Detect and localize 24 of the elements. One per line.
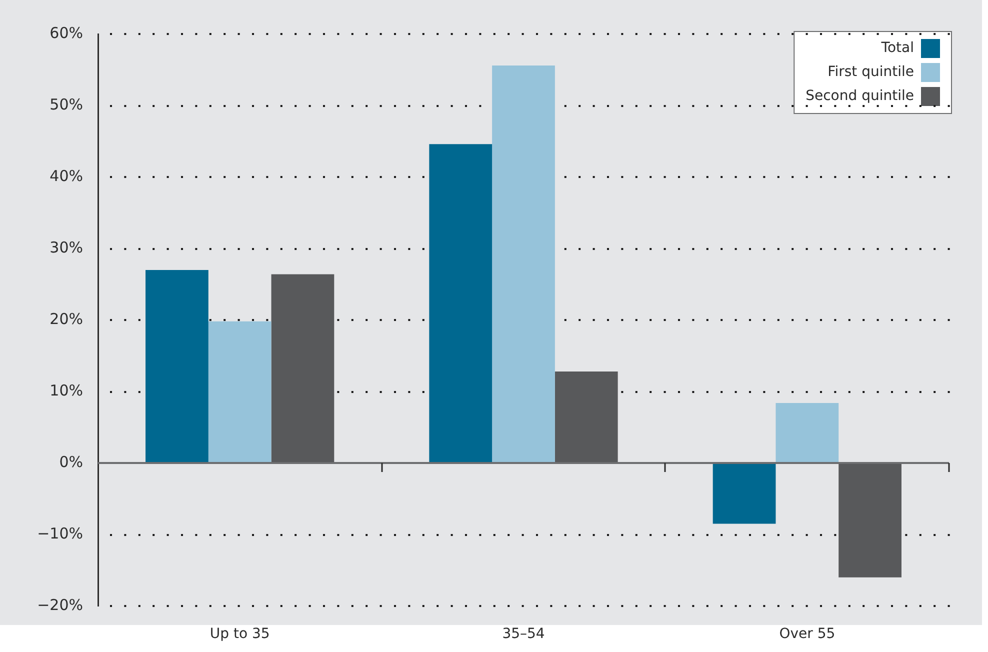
y-tick-label: 40% [50, 166, 83, 185]
y-tick-label: 20% [50, 310, 83, 328]
bar [838, 463, 902, 578]
y-tick-label: −10% [37, 524, 83, 542]
legend-label: Total [880, 40, 914, 56]
legend-label: Second quintile [806, 88, 914, 104]
y-tick-label: 50% [50, 95, 83, 114]
bar [492, 65, 555, 463]
y-tick-label: 60% [50, 24, 83, 42]
bar [429, 144, 492, 463]
bar [554, 371, 618, 463]
x-tick-label: Over 55 [779, 626, 836, 642]
y-tick-label: 10% [50, 381, 83, 400]
bar [776, 402, 839, 463]
y-tick-label: 0% [59, 452, 83, 471]
bar [712, 463, 776, 524]
bar [271, 274, 334, 463]
y-tick-label: 30% [50, 238, 83, 256]
bar [146, 270, 208, 463]
y-tick-label: −20% [37, 596, 83, 614]
bar [208, 321, 272, 463]
x-tick-label: 35–54 [502, 626, 545, 642]
legend-label: First quintile [828, 64, 914, 80]
x-tick-label: Up to 35 [210, 626, 270, 642]
